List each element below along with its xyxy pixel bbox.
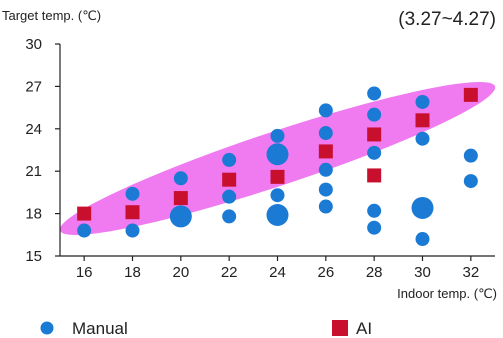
y-tick-label: 24 <box>25 121 42 138</box>
ai-point <box>270 169 285 184</box>
legend-ai-marker <box>332 320 348 336</box>
manual-point <box>222 189 237 204</box>
y-tick-label: 27 <box>25 78 42 95</box>
y-axis-label: Target temp. (℃) <box>2 8 101 23</box>
manual-point <box>173 171 188 186</box>
manual-point <box>367 86 382 101</box>
manual-point <box>125 186 140 201</box>
ai-point <box>367 168 382 183</box>
x-tick-label: 18 <box>124 264 141 281</box>
manual-point <box>415 232 430 247</box>
manual-point <box>77 223 92 238</box>
ai-point <box>222 172 237 187</box>
legend-manual-marker <box>40 321 54 335</box>
x-tick-label: 16 <box>76 264 93 281</box>
x-tick-label: 26 <box>317 264 334 281</box>
ai-point <box>125 205 140 220</box>
x-tick-label: 24 <box>269 264 286 281</box>
ai-point <box>463 87 478 102</box>
ai-point <box>367 127 382 142</box>
y-tick-label: 15 <box>25 248 42 265</box>
manual-point <box>318 126 333 141</box>
y-tick-label: 30 <box>25 36 42 53</box>
manual-point <box>411 196 434 219</box>
manual-point <box>318 182 333 197</box>
manual-point <box>270 188 285 203</box>
ai-point <box>415 113 430 128</box>
x-tick-label: 32 <box>462 264 479 281</box>
manual-point <box>463 174 478 189</box>
manual-point <box>169 205 192 228</box>
manual-point <box>222 152 237 167</box>
manual-point <box>222 209 237 224</box>
ai-point <box>77 206 92 221</box>
manual-point <box>415 131 430 146</box>
manual-point <box>266 204 289 227</box>
manual-point <box>367 203 382 218</box>
manual-point <box>318 162 333 177</box>
ai-point <box>318 144 333 159</box>
manual-point <box>367 107 382 122</box>
x-tick-label: 28 <box>366 264 383 281</box>
legend-ai-label: AI <box>356 319 372 338</box>
x-axis-label: Indoor temp. (℃) <box>397 286 497 301</box>
ai-point <box>173 191 188 206</box>
manual-point <box>125 223 140 238</box>
legend-manual-label: Manual <box>72 319 128 338</box>
y-tick-label: 18 <box>25 206 42 223</box>
manual-point <box>415 94 430 109</box>
x-tick-label: 30 <box>414 264 431 281</box>
manual-point <box>463 148 478 163</box>
manual-point <box>266 143 289 166</box>
manual-point <box>367 145 382 160</box>
x-tick-label: 20 <box>172 264 189 281</box>
manual-point <box>367 220 382 235</box>
manual-point <box>318 103 333 118</box>
manual-point <box>270 128 285 143</box>
manual-point <box>318 199 333 214</box>
y-tick-label: 21 <box>25 163 42 180</box>
date-range-annotation: (3.27~4.27) <box>398 9 496 30</box>
x-tick-label: 22 <box>221 264 238 281</box>
